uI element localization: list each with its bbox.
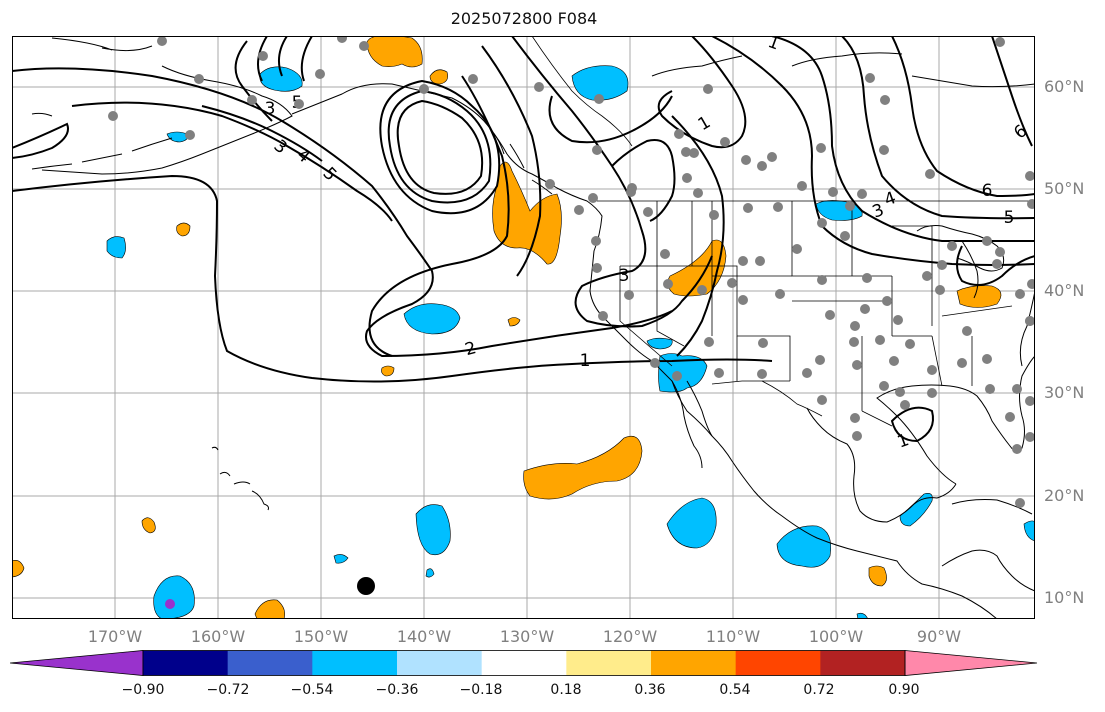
anomaly-blob-pacific-5: [776, 525, 831, 568]
lat-label: 10°N: [1044, 588, 1085, 607]
anomaly-blob-tiny-4: [254, 599, 285, 619]
contour-label: 1: [580, 351, 591, 371]
lat-label: 20°N: [1044, 486, 1085, 505]
colorbar-segment: [904, 650, 1038, 676]
positive-anomaly-fills: [12, 36, 1002, 619]
anomaly-blob-bering: [166, 131, 188, 143]
contour-label: 1: [765, 36, 782, 55]
lon-label: 130°W: [499, 627, 555, 646]
colorbar-tick-label: 0.54: [719, 682, 751, 698]
colorbar-segment: [312, 650, 398, 676]
anomaly-blob-subtropical: [523, 435, 643, 500]
lon-label: 150°W: [293, 627, 349, 646]
colorbar-tick-label: −0.54: [290, 682, 334, 698]
anomaly-blob-pacific-2: [403, 303, 461, 335]
anomaly-blob-tiny-c1: [333, 554, 349, 564]
contour-label: 4: [293, 145, 314, 167]
colorbar-segment: [227, 650, 313, 676]
anomaly-blob-mexico-coast: [899, 493, 933, 527]
anomaly-blob-tiny-7: [381, 365, 395, 377]
anomaly-blob-tiny-1: [176, 222, 191, 237]
contour-label: 1: [895, 430, 912, 452]
graticule: [12, 36, 1035, 619]
colorbar-tick-label: 0.36: [634, 682, 666, 698]
lat-label: 60°N: [1044, 77, 1085, 96]
anomaly-blob-small-arizona: [646, 337, 673, 350]
map-title: 2025072800 F084: [450, 9, 598, 28]
coastlines: [31, 37, 1035, 619]
colorbar-segment: [397, 650, 483, 676]
colorbar-tick-label: −0.90: [121, 682, 165, 698]
lat-label: 30°N: [1044, 383, 1085, 402]
anomaly-blob-tiny-5: [868, 565, 887, 587]
anomaly-blob-tiny-c4: [856, 612, 869, 619]
lon-label: 100°W: [808, 627, 864, 646]
colorbar-tick-label: 0.90: [888, 682, 920, 698]
contour-label: 6: [982, 181, 993, 201]
colorbar-segment: [143, 650, 229, 676]
anomaly-blob-baja: [658, 353, 708, 393]
colorbar-tick-label: −0.18: [459, 682, 503, 698]
contour-label: 5: [1004, 208, 1015, 228]
lon-label: 120°W: [602, 627, 658, 646]
colorbar-segment: [481, 650, 567, 676]
contour-lines: [12, 36, 1035, 443]
station-dots: [108, 36, 1035, 508]
anomaly-blob-yukon: [571, 65, 629, 101]
lon-label: 160°W: [190, 627, 246, 646]
anomaly-blob-tiny-3: [12, 560, 25, 578]
anomaly-blob-tiny-2: [141, 517, 156, 534]
anomaly-blob-south-pacific: [153, 575, 195, 619]
anomaly-blob-pacific-3: [415, 504, 451, 555]
storm-center-marker: [357, 577, 375, 595]
anomaly-blob-alaska-north: [366, 36, 423, 68]
lon-label: 140°W: [396, 627, 452, 646]
anomaly-blob-pacific-1: [106, 236, 126, 259]
colorbar-tick-label: −0.36: [375, 682, 419, 698]
colorbar: [10, 650, 1038, 676]
colorbar-segment: [735, 650, 821, 676]
contour-label: 1: [695, 112, 714, 135]
anomaly-blob-small: [429, 69, 448, 85]
colorbar-segment: [566, 650, 652, 676]
contour-label-group: 1 1 1 1 2 3 3 3 3 4 4 5 5 5 6 6: [265, 36, 1032, 453]
anomaly-blob-tiny-c3: [1023, 520, 1035, 542]
contour-label: 3: [619, 266, 630, 286]
lon-label: 90°W: [916, 627, 962, 646]
colorbar-tick-label: −0.72: [206, 682, 250, 698]
anomaly-blob-alaska-west: [259, 66, 303, 92]
anomaly-blob-tiny-6: [507, 317, 521, 327]
anomaly-blob-tiny-c2: [425, 568, 435, 578]
lat-label: 50°N: [1044, 179, 1085, 198]
anomaly-blob-pacific-nw: [492, 161, 562, 265]
anomaly-core-purple: [165, 599, 175, 609]
colorbar-border: [142, 650, 906, 676]
anomaly-blob-great-basin: [667, 239, 727, 297]
colorbar-segment: [651, 650, 737, 676]
contour-label: 2: [463, 338, 479, 360]
colorbar-tick-label: 0.18: [550, 682, 582, 698]
contour-label: 3: [870, 200, 887, 222]
anomaly-blob-ohio: [956, 285, 1002, 308]
colorbar-segment: [820, 650, 906, 676]
anomaly-blob-pacific-4: [666, 497, 717, 549]
colorbar-segment: [10, 650, 144, 676]
map-panel: 1 1 1 1 2 3 3 3 3 4 4 5 5 5 6 6: [12, 36, 1035, 619]
lon-label: 170°W: [87, 627, 143, 646]
colorbar-tick-label: 0.72: [803, 682, 835, 698]
contour-label: 3: [265, 99, 276, 119]
negative-anomaly-fills: [106, 65, 1035, 619]
lat-label: 40°N: [1044, 281, 1085, 300]
lon-label: 110°W: [705, 627, 761, 646]
